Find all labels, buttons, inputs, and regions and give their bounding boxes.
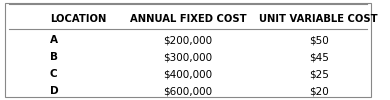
Text: $200,000: $200,000 — [163, 35, 213, 45]
Text: LOCATION: LOCATION — [50, 14, 106, 24]
Text: D: D — [50, 86, 58, 96]
Text: $400,000: $400,000 — [163, 69, 213, 79]
Text: $45: $45 — [309, 52, 329, 62]
Text: $600,000: $600,000 — [163, 86, 213, 96]
Text: $25: $25 — [309, 69, 329, 79]
Text: B: B — [50, 52, 58, 62]
Text: UNIT VARIABLE COST: UNIT VARIABLE COST — [259, 14, 378, 24]
Text: C: C — [50, 69, 58, 79]
Text: $50: $50 — [309, 35, 328, 45]
Text: ANNUAL FIXED COST: ANNUAL FIXED COST — [130, 14, 246, 24]
Text: $20: $20 — [309, 86, 328, 96]
Text: $300,000: $300,000 — [163, 52, 213, 62]
Text: A: A — [50, 35, 58, 45]
